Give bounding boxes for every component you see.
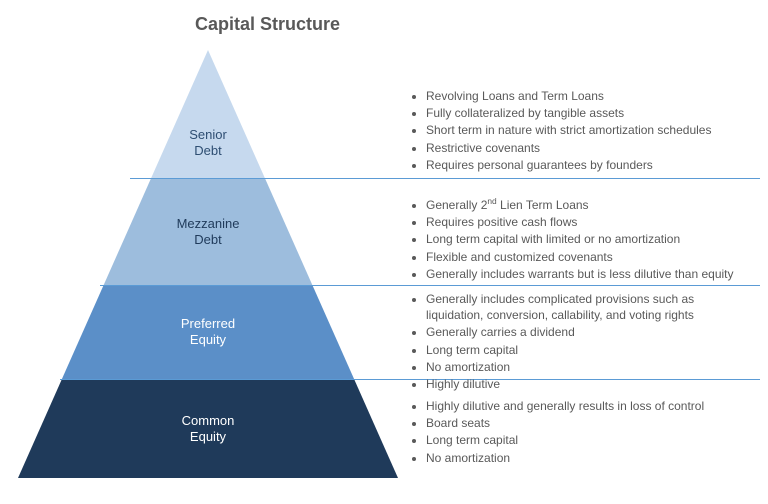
pyramid: Senior Debt Mezzanine Debt Preferred Equit… [18,50,398,478]
bullet-item: Highly dilutive and generally results in… [426,398,750,414]
bullet-item: Requires personal guarantees by founders [426,157,750,173]
page-title: Capital Structure [195,14,340,35]
tier-divider [130,178,760,179]
bullets-senior-debt: Revolving Loans and Term LoansFully coll… [410,88,750,174]
bullet-item: Short term in nature with strict amortiz… [426,122,750,138]
bullet-list: Generally includes complicated provision… [410,291,750,392]
pyramid-tier-common-equity: Common Equity [18,380,398,478]
bullet-item: Generally 2nd Lien Term Loans [426,196,750,213]
bullet-list: Revolving Loans and Term LoansFully coll… [410,88,750,173]
bullet-item: Revolving Loans and Term Loans [426,88,750,104]
bullet-item: Long term capital with limited or no amo… [426,231,750,247]
bullet-list: Highly dilutive and generally results in… [410,398,750,466]
bullets-preferred-equity: Generally includes complicated provision… [410,291,750,393]
tier-divider [100,285,760,286]
bullet-item: Long term capital [426,432,750,448]
pyramid-tier-label: Preferred Equity [181,316,235,349]
bullet-item: Flexible and customized covenants [426,249,750,265]
pyramid-tier-label: Common Equity [182,413,235,446]
bullet-item: Generally includes warrants but is less … [426,266,750,282]
bullet-item: No amortization [426,450,750,466]
bullets-mezzanine-debt: Generally 2nd Lien Term LoansRequires po… [410,196,750,283]
pyramid-tier-mezzanine-debt: Mezzanine Debt [18,178,398,285]
pyramid-tier-label: Mezzanine Debt [177,216,240,249]
bullets-common-equity: Highly dilutive and generally results in… [410,398,750,467]
pyramid-tier-label: Senior Debt [189,127,227,160]
bullet-item: Board seats [426,415,750,431]
bullet-item: Requires positive cash flows [426,214,750,230]
bullet-item: Fully collateralized by tangible assets [426,105,750,121]
bullet-item: No amortization [426,359,750,375]
bullet-item: Highly dilutive [426,376,750,392]
pyramid-tier-preferred-equity: Preferred Equity [18,285,398,379]
bullet-item: Generally carries a dividend [426,324,750,340]
pyramid-tier-senior-debt: Senior Debt [18,50,398,178]
bullet-list: Generally 2nd Lien Term LoansRequires po… [410,196,750,282]
bullet-item: Long term capital [426,342,750,358]
bullet-item: Generally includes complicated provision… [426,291,750,323]
bullet-item: Restrictive covenants [426,140,750,156]
